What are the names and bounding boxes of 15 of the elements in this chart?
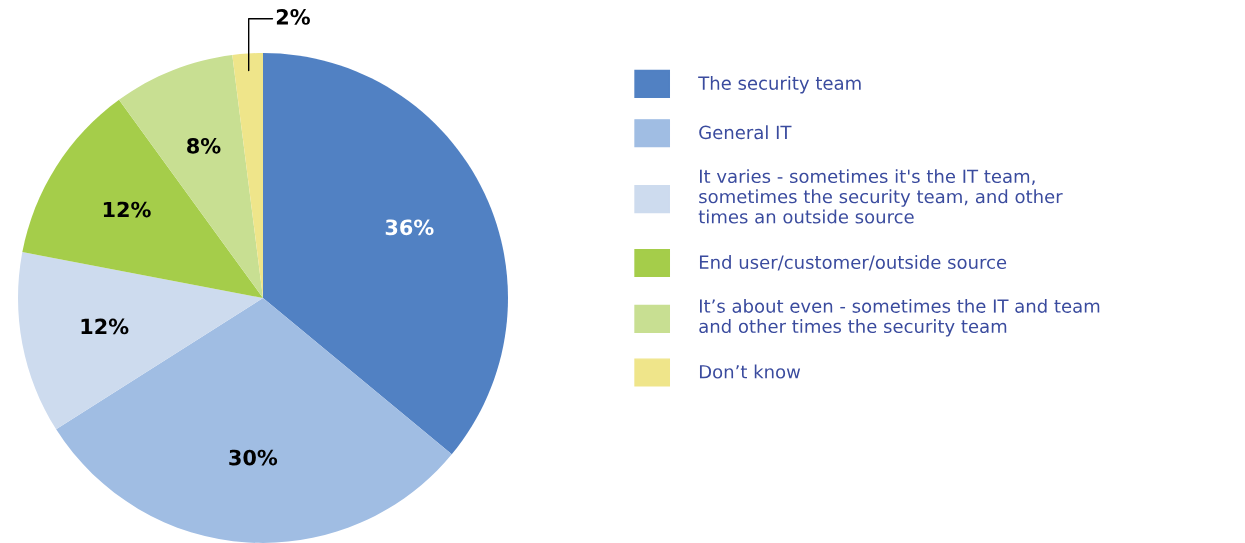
pie-slice (56, 298, 452, 543)
data-label: 30% (229, 449, 278, 466)
data-label: 8% (187, 137, 221, 154)
data-label: 12% (81, 318, 129, 335)
data-label: 2% (276, 8, 310, 25)
legend-label: General IT (699, 125, 792, 140)
legend-label: Don’t know (699, 364, 801, 379)
data-label: 36% (385, 219, 434, 236)
legend-label: It’s about even - sometimes the IT and team and other times the security team (699, 298, 1100, 337)
legend-label: It varies - sometimes it's the IT team, sometimes the security team, and other times an outside source (698, 169, 1063, 224)
legend-label: End user/customer/outside source (699, 255, 1007, 271)
data-label: 12% (103, 201, 151, 218)
legend-label: The security team (698, 75, 861, 94)
pie-slice (18, 252, 263, 430)
pie-slice (22, 99, 263, 298)
